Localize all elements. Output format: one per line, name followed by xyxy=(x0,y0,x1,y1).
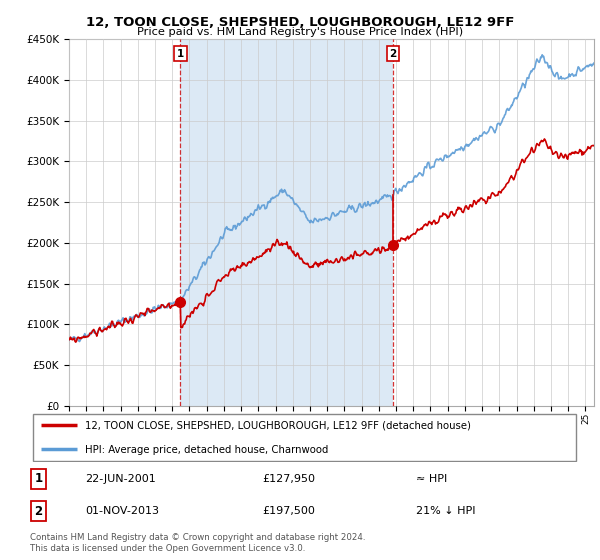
Text: 21% ↓ HPI: 21% ↓ HPI xyxy=(416,506,476,516)
Text: HPI: Average price, detached house, Charnwood: HPI: Average price, detached house, Char… xyxy=(85,445,329,455)
Text: 12, TOON CLOSE, SHEPSHED, LOUGHBOROUGH, LE12 9FF: 12, TOON CLOSE, SHEPSHED, LOUGHBOROUGH, … xyxy=(86,16,514,29)
Text: 22-JUN-2001: 22-JUN-2001 xyxy=(85,474,156,484)
Text: Contains HM Land Registry data © Crown copyright and database right 2024.
This d: Contains HM Land Registry data © Crown c… xyxy=(30,533,365,553)
Text: 1: 1 xyxy=(177,49,184,59)
Text: 2: 2 xyxy=(389,49,397,59)
Bar xyxy=(181,39,393,406)
Text: ≈ HPI: ≈ HPI xyxy=(416,474,448,484)
Text: 01-NOV-2013: 01-NOV-2013 xyxy=(85,506,159,516)
Text: £197,500: £197,500 xyxy=(262,506,315,516)
Text: 2: 2 xyxy=(34,505,43,517)
Text: 12, TOON CLOSE, SHEPSHED, LOUGHBOROUGH, LE12 9FF (detached house): 12, TOON CLOSE, SHEPSHED, LOUGHBOROUGH, … xyxy=(85,420,471,430)
Text: £127,950: £127,950 xyxy=(262,474,315,484)
Text: 1: 1 xyxy=(34,473,43,486)
FancyBboxPatch shape xyxy=(33,414,577,460)
Text: Price paid vs. HM Land Registry's House Price Index (HPI): Price paid vs. HM Land Registry's House … xyxy=(137,27,463,37)
